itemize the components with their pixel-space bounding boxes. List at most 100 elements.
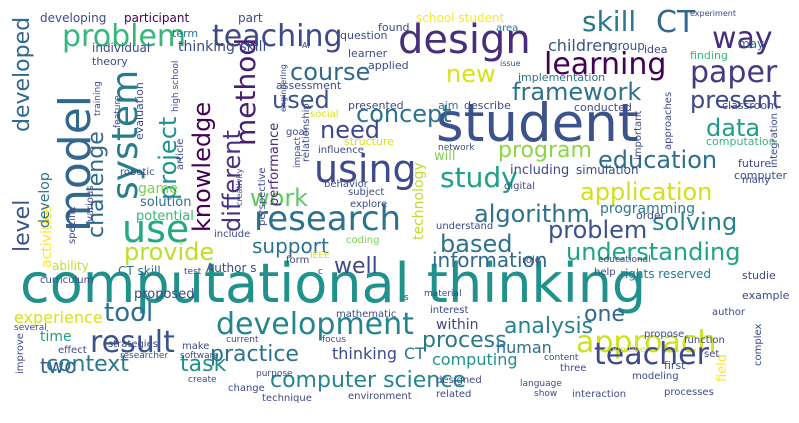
word-problem-top: problem xyxy=(62,19,187,54)
word-term: term xyxy=(172,27,199,40)
word-support: support xyxy=(252,234,329,258)
word-aim: aim xyxy=(438,99,459,112)
word-specific: specific xyxy=(67,206,78,244)
word-research: research xyxy=(254,199,402,239)
word-school-student: school student xyxy=(416,11,505,25)
word-three: three xyxy=(560,363,587,374)
word-used: used xyxy=(272,86,330,114)
word-include: include xyxy=(214,229,251,240)
word-cognitive: cognitive xyxy=(604,345,646,355)
word-article: article xyxy=(175,138,186,170)
word-provide: provide xyxy=(124,238,215,266)
word-application: application xyxy=(580,178,713,206)
word-found: found xyxy=(378,21,410,34)
word-theory: theory xyxy=(92,55,128,68)
word-ct-bottom: CT xyxy=(404,344,425,363)
word-create: create xyxy=(188,375,217,385)
word-programming: programming xyxy=(600,201,696,217)
word-understand: understand xyxy=(436,221,494,232)
word-focus: focus xyxy=(322,335,347,345)
word-may: may xyxy=(738,37,765,51)
word-material: material xyxy=(424,289,462,299)
word-developing: developing xyxy=(40,11,107,25)
word-ai: AI xyxy=(302,41,310,50)
word-participant: participant xyxy=(124,11,190,25)
word-development: development xyxy=(216,307,414,342)
word-author: author xyxy=(712,307,745,318)
word-computation: computation xyxy=(706,135,776,148)
word-well: well xyxy=(334,254,378,279)
word-c: c xyxy=(318,267,323,277)
word-potential: potential xyxy=(136,209,194,224)
word-effect: effect xyxy=(58,345,87,356)
word-learner: learner xyxy=(348,47,388,60)
word-tool: tool xyxy=(104,298,154,328)
word-language: language xyxy=(520,379,562,389)
word-task: task xyxy=(180,352,227,377)
word-will: will xyxy=(434,149,456,164)
word-modeling: modeling xyxy=(632,371,679,382)
word-network: network xyxy=(438,143,475,153)
word-ct-skill: CT skill xyxy=(118,264,161,278)
word-individual: individual xyxy=(92,41,151,55)
word-influence: influence xyxy=(318,145,364,156)
word-context: context xyxy=(46,352,129,377)
word-environment: environment xyxy=(348,391,412,402)
word-interest: interest xyxy=(430,305,469,316)
word-skill: skill xyxy=(582,5,637,38)
word-role: role xyxy=(522,255,541,266)
word-human: human xyxy=(496,338,552,357)
word-current: current xyxy=(226,335,259,345)
word-process: process xyxy=(422,328,507,353)
word-ct-top: CT xyxy=(656,5,696,40)
word-learning: learning xyxy=(544,47,667,82)
word-designed: designed xyxy=(436,375,482,386)
word-implementation: implementation xyxy=(518,71,606,84)
word-data: data xyxy=(706,114,761,142)
word-computer-science: computer science xyxy=(270,368,466,393)
word-example: example xyxy=(742,289,790,302)
word-program: program xyxy=(498,138,592,163)
word-solving: solving xyxy=(652,208,738,236)
word-training: training xyxy=(93,81,103,116)
word-including: including xyxy=(510,163,570,178)
word-behavior: behavior xyxy=(324,179,368,190)
word-performance: performance xyxy=(267,122,282,206)
word-propose: propose xyxy=(644,329,685,340)
word-ieee: IEEE xyxy=(310,251,330,261)
word-creativity: creativity xyxy=(235,168,244,206)
word-paper: paper xyxy=(690,55,778,90)
word-applied: applied xyxy=(368,59,409,72)
word-first: first xyxy=(664,359,686,372)
word-change: change xyxy=(228,383,265,394)
word-studie: studie xyxy=(742,269,776,282)
word-help: help xyxy=(594,267,616,278)
word-part: part xyxy=(238,11,263,25)
word-simulation: simulation xyxy=(576,163,639,177)
word-computing: computing xyxy=(432,350,518,369)
word-design: design xyxy=(398,17,531,63)
word-area: area xyxy=(496,23,519,34)
word-function: function xyxy=(684,335,725,346)
word-based: based xyxy=(440,230,513,258)
word-several: several xyxy=(14,323,47,333)
word-thinking: thinking xyxy=(332,344,398,363)
word-experiment: experiment xyxy=(690,9,736,18)
word-ability: ability xyxy=(52,259,89,273)
word-content: content xyxy=(544,353,579,363)
word-robotic: robotic xyxy=(120,167,155,178)
word-problem-mid: problem xyxy=(548,216,648,244)
word-need: need xyxy=(320,116,380,144)
word-structure: structure xyxy=(344,135,394,148)
word-concept: concept xyxy=(356,100,452,128)
word-analysis: analysis xyxy=(504,314,594,339)
word-strategies: strategies xyxy=(108,339,158,350)
word-algorithm: algorithm xyxy=(474,200,590,228)
word-evaluation: evaluation xyxy=(133,82,146,140)
word-teacher: teacher xyxy=(594,337,709,372)
word-show: show xyxy=(534,389,558,399)
word-important: important xyxy=(633,110,644,160)
word-perspective: perspective xyxy=(257,167,268,226)
word-experience: experience xyxy=(14,308,103,327)
